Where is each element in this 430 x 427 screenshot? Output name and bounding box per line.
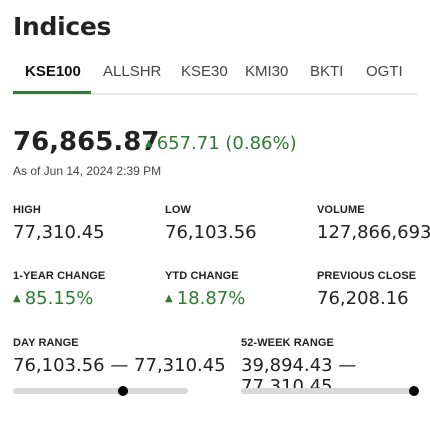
stat-ytd-change: YTD CHANGE ▲ 18.87% <box>165 270 245 309</box>
stat-label: PREVIOUS CLOSE <box>317 270 417 282</box>
stat-high: HIGH 77,310.45 <box>13 204 105 243</box>
tab-kmi30[interactable]: KMI30 <box>245 63 289 80</box>
stat-value: ▲ 18.87% <box>165 288 245 309</box>
stat-label: LOW <box>165 204 191 216</box>
change-value: 657.71 (0.86%) <box>156 133 297 154</box>
index-tabs: KSE100 ALLSHR KSE30 KMI30 BKTI OGTI <box>13 63 417 95</box>
stat-value: 127,866,693 <box>317 222 430 243</box>
stat-value: 76,103.56 <box>165 222 257 243</box>
day-range-bar <box>13 388 188 394</box>
tab-ogti[interactable]: OGTI <box>366 63 403 80</box>
index-change: ▲ 657.71 (0.86%) <box>145 133 297 154</box>
arrow-up-icon: ▲ <box>13 293 21 304</box>
stat-value: ▲ 85.15% <box>13 288 105 309</box>
stat-value-text: 18.87% <box>176 288 246 309</box>
arrow-up-icon: ▲ <box>145 138 153 149</box>
stat-value: 76,208.16 <box>317 288 409 309</box>
range-value: 76,103.56 — 77,310.45 <box>13 355 226 376</box>
tab-allshr[interactable]: ALLSHR <box>103 63 162 80</box>
stat-value: 77,310.45 <box>13 222 105 243</box>
stat-label: YTD CHANGE <box>165 270 239 282</box>
arrow-up-icon: ▲ <box>165 293 173 304</box>
stat-previous-close: PREVIOUS CLOSE 76,208.16 <box>317 270 416 309</box>
week52-range-marker <box>409 386 420 396</box>
index-price: 76,865.87 <box>13 127 160 157</box>
page-title: Indices <box>13 12 112 41</box>
day-range: DAY RANGE 76,103.56 — 77,310.45 <box>13 337 226 376</box>
stat-label: VOLUME <box>317 204 365 216</box>
stat-label: 1-YEAR CHANGE <box>13 270 106 282</box>
stat-label: HIGH <box>13 204 41 216</box>
as-of-timestamp: As of Jun 14, 2024 2:39 PM <box>13 164 162 178</box>
stat-volume: VOLUME 127,866,693 <box>317 204 430 243</box>
tab-kse30[interactable]: KSE30 <box>181 63 228 80</box>
stat-one-year-change: 1-YEAR CHANGE ▲ 85.15% <box>13 270 105 309</box>
day-range-marker <box>118 386 129 396</box>
week52-range-bar <box>241 388 416 394</box>
range-label: 52-WEEK RANGE <box>241 337 334 349</box>
active-tab-indicator <box>13 91 91 94</box>
tab-kse100[interactable]: KSE100 <box>25 63 81 80</box>
tab-bkti[interactable]: BKTI <box>310 63 344 80</box>
stat-low: LOW 76,103.56 <box>165 204 257 243</box>
range-label: DAY RANGE <box>13 337 79 349</box>
stat-value-text: 85.15% <box>24 288 94 309</box>
